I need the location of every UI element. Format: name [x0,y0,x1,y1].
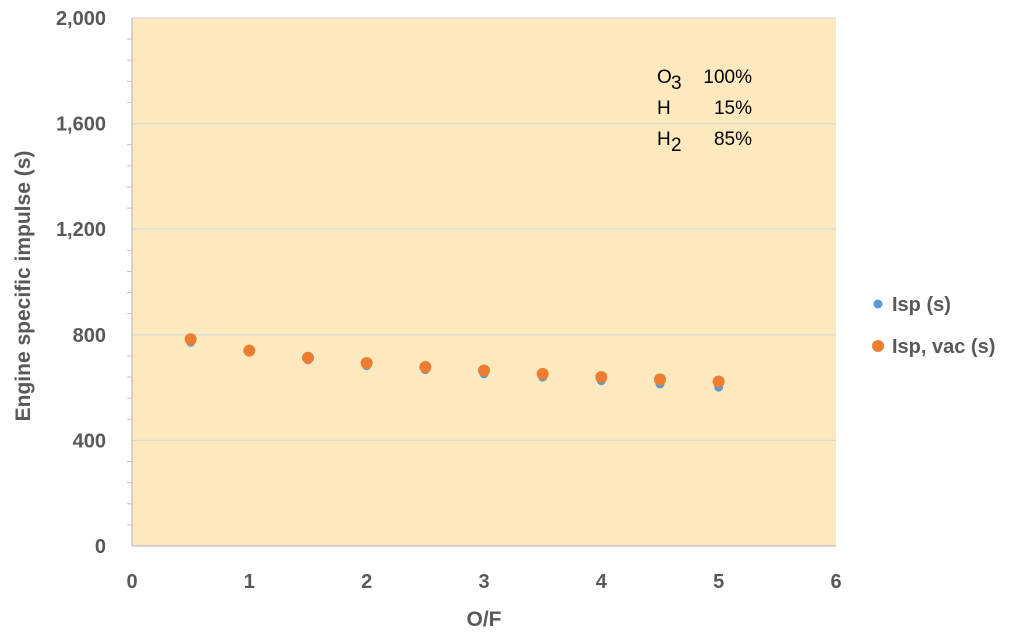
data-point [595,371,608,384]
legend-marker [872,340,884,352]
y-tick-label: 800 [73,325,106,347]
data-point [419,361,432,374]
annotation-subscript: 3 [671,73,682,94]
y-tick-label: 0 [95,536,106,558]
x-tick-label: 2 [361,571,372,593]
legend-marker [873,299,883,309]
y-tick-label: 400 [73,430,106,452]
x-tick-label: 5 [713,571,724,593]
x-axis-title: O/F [467,608,502,631]
annotation-value: 15% [714,98,752,119]
annotation-species: H [657,98,671,119]
x-tick-label: 4 [596,571,608,593]
series-2 [184,333,725,388]
plot-area [132,18,836,546]
tick-labels: 0 400 800 1,200 1,600 2,000 0 1 2 3 4 5 6 [56,8,842,593]
data-point [243,344,256,357]
gridlines [132,17,836,441]
annotation-value: 100% [703,67,752,88]
data-points [184,333,725,392]
data-point [360,357,373,370]
annotation-species: O [657,67,672,88]
annotation-subscript: 2 [671,135,682,156]
legend-label: Isp, vac (s) [892,336,995,358]
x-tick-label: 0 [126,571,137,593]
data-point [654,373,666,386]
legend: Isp (s) Isp, vac (s) [872,294,995,358]
x-tick-label: 3 [478,571,489,593]
annotation-value: 85% [714,129,752,150]
legend-label: Isp (s) [892,294,951,316]
data-point [184,333,197,346]
data-point [536,367,549,380]
x-tick-label: 6 [830,571,841,593]
y-axis-title: Engine specific impulse (s) [12,151,35,422]
data-point [478,364,490,377]
data-point [302,351,314,364]
composition-annotation: O 3 100% H 15% H 2 85% [657,67,752,156]
y-tick-label: 1,200 [56,219,106,241]
axes [127,18,836,547]
x-tick-label: 1 [244,571,255,593]
y-tick-label: 2,000 [56,8,106,30]
data-point [712,375,725,388]
annotation-species: H [657,129,671,150]
y-tick-label: 1,600 [56,114,106,136]
